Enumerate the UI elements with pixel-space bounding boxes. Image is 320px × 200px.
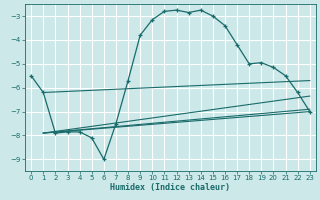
X-axis label: Humidex (Indice chaleur): Humidex (Indice chaleur): [110, 183, 230, 192]
